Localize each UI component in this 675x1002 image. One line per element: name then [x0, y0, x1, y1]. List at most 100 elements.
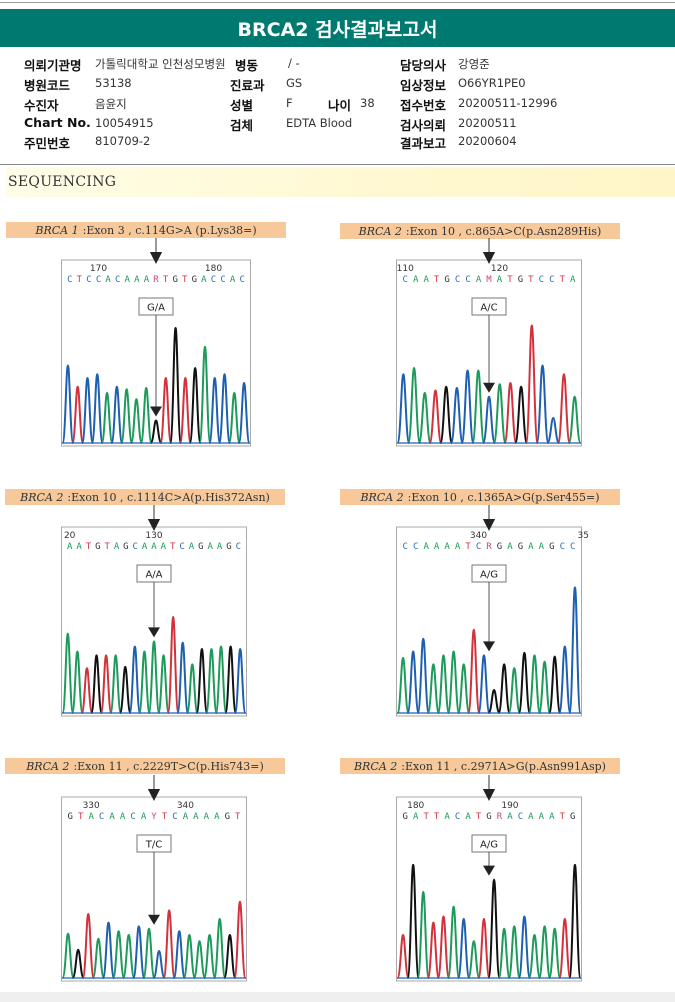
base-call: A: [88, 812, 94, 822]
trace-peak: [567, 395, 582, 444]
chart-no-value: 10054915: [95, 116, 154, 130]
trace-peak: [568, 586, 582, 714]
pointer-arrow-head: [148, 519, 160, 531]
base-call: G: [68, 812, 73, 822]
trace-peak: [157, 654, 170, 714]
genotype-label: A/G: [480, 570, 498, 581]
base-call: A: [539, 542, 545, 552]
position-tick-label: 340: [470, 531, 487, 541]
variant-caption: BRCA 2: Exon 10 , c.1365A>G(p.Ser455=): [340, 489, 620, 505]
base-call: A: [201, 275, 207, 285]
trace-peak: [503, 381, 518, 444]
chromatogram-panel: 170 180 C T C C A C A A A R T G T G A C C A C G/A: [61, 238, 251, 454]
variant-description: Exon 11 , c.2971A>G(p.Asn991Asp): [405, 759, 606, 773]
trace-peak: [218, 373, 231, 444]
base-call: A: [507, 812, 513, 822]
base-call: A: [207, 542, 213, 552]
base-call: A: [134, 275, 140, 285]
trace-peak: [517, 915, 531, 979]
base-call: A: [539, 812, 545, 822]
trace-peak: [447, 650, 461, 714]
chromatogram-panel: 180 190 G A T T A C A T G R A C A A A T G A/G: [396, 775, 582, 989]
variant-pointer-head: [483, 641, 495, 652]
trace-peak: [188, 366, 202, 444]
base-call: T: [78, 812, 84, 822]
trace-peak: [223, 933, 237, 979]
base-call: G: [198, 542, 203, 552]
trace-peak: [467, 940, 481, 979]
trace-peak: [417, 391, 432, 444]
info-label: 수진자: [24, 98, 59, 113]
trace-peak: [487, 688, 501, 714]
position-tick-label: 120: [491, 264, 508, 274]
trace-peak: [548, 655, 562, 714]
gene-name: BRCA 2: [354, 759, 398, 773]
pointer-arrow-head: [150, 252, 162, 264]
base-call: T: [423, 812, 429, 822]
trace-peak: [416, 890, 430, 979]
info-label: 검사의뢰: [400, 118, 447, 133]
gene-name: BRCA 2: [20, 490, 64, 504]
trace-peak: [406, 863, 420, 979]
variant-pointer-head: [483, 865, 495, 876]
base-call: A: [465, 812, 471, 822]
trace-peak: [439, 385, 454, 444]
base-call: A: [434, 542, 440, 552]
variant-pointer-head: [483, 382, 495, 393]
variant-caption: BRCA 1: Exon 3 , c.114G>A (p.Lys38=): [6, 222, 286, 238]
position-tick-label: 130: [145, 531, 162, 541]
trace-peak: [128, 645, 142, 714]
trace-peak: [119, 665, 132, 714]
trace-peak: [477, 654, 491, 714]
trace-peak: [176, 641, 189, 714]
physician-value: 강영준: [458, 57, 490, 71]
base-call: R: [486, 542, 492, 552]
base-call: C: [67, 275, 72, 285]
base-call: G: [486, 812, 491, 822]
trace-peak: [208, 376, 222, 444]
trace-peak: [205, 647, 218, 714]
base-call: C: [130, 812, 135, 822]
base-call: A: [141, 812, 147, 822]
trace-peak: [471, 369, 486, 444]
trace-peak: [396, 373, 411, 444]
trace-peak: [186, 663, 199, 714]
variant-description: Exon 11 , c.2229T>C(p.His743=): [77, 759, 264, 773]
trace-peak: [159, 376, 173, 444]
variant-description: Exon 10 , c.865A>C(p.Asn289His): [409, 224, 602, 238]
base-call: A: [161, 542, 167, 552]
trace-peak: [428, 389, 443, 444]
base-call: C: [96, 275, 101, 285]
trace-peak: [538, 925, 552, 979]
trace-peak: [192, 940, 207, 979]
trace-peak: [142, 927, 156, 979]
trace-peak: [90, 654, 103, 714]
base-call: A: [423, 542, 429, 552]
trace-peak: [457, 663, 471, 714]
base-call: C: [455, 812, 460, 822]
trace-peak: [507, 925, 521, 979]
base-call: C: [560, 542, 565, 552]
base-call: T: [507, 275, 513, 285]
bottom-bar: [0, 992, 675, 1002]
trace-peak: [568, 863, 582, 979]
base-call: G: [549, 542, 554, 552]
variant-pointer-head: [150, 406, 162, 417]
trace-peak: [61, 932, 75, 979]
variant-caption: BRCA 2: Exon 10 , c.1114C>A(p.His372Asn): [5, 489, 285, 505]
trace-peak: [132, 925, 146, 979]
trace-peak: [81, 376, 94, 444]
resident-no-value: 810709-2: [95, 134, 151, 148]
base-call: C: [570, 542, 575, 552]
base-call: C: [476, 542, 481, 552]
info-label: 담당의사: [400, 58, 447, 73]
patient-name-value: 음윤지: [95, 97, 127, 111]
info-label: 검체: [230, 118, 254, 133]
request-date-value: 20200511: [458, 116, 517, 130]
chromatogram-panel: 20 130 A A T G T A G C A A A T C A G A A G C A/A: [61, 505, 247, 724]
base-call: A: [217, 542, 223, 552]
variant-description: Exon 10 , c.1114C>A(p.His372Asn): [71, 490, 270, 504]
info-label: Chart No.: [24, 115, 91, 130]
trace-peak: [71, 650, 84, 714]
chromatogram-frame: [396, 796, 582, 982]
